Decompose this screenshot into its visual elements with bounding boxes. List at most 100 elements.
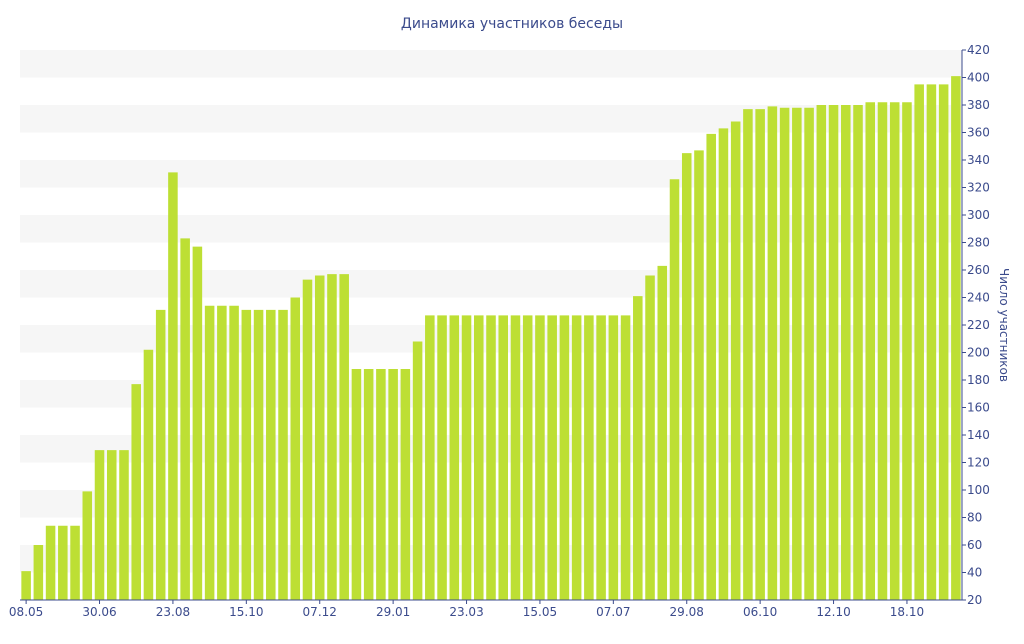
bar (58, 525, 68, 600)
bar (681, 153, 692, 601)
bar (718, 128, 729, 601)
bar (217, 305, 227, 600)
y-tick-label: 260 (967, 263, 990, 277)
bar (522, 315, 533, 601)
bar (425, 315, 435, 601)
bar (779, 107, 790, 600)
x-tick-label: 29.01 (376, 605, 410, 619)
y-tick-label: 320 (967, 181, 990, 195)
y-tick-label: 40 (967, 566, 982, 580)
bar (192, 246, 203, 601)
y-tick-label: 420 (967, 43, 990, 57)
bar (865, 102, 876, 600)
bar (82, 491, 93, 601)
bar (669, 179, 680, 600)
x-tick-label: 07.12 (303, 605, 337, 619)
x-axis: 08.05 30.06 23.08 15.10 07.12 29.01 23.03 15.05… (9, 599, 962, 619)
x-tick-label: 23.03 (449, 605, 483, 619)
bar (902, 102, 912, 600)
y-tick-label: 140 (967, 428, 990, 442)
y-tick-label: 160 (967, 401, 990, 415)
bar (584, 315, 594, 601)
bar (645, 275, 655, 600)
bar (510, 315, 521, 601)
bar (253, 309, 264, 601)
x-tick-label: 23.08 (156, 605, 190, 619)
bar (376, 369, 386, 600)
bar (853, 105, 863, 600)
bar (486, 315, 496, 601)
bar (914, 84, 924, 601)
bar (571, 315, 582, 601)
bar (951, 76, 961, 601)
bar (180, 238, 190, 601)
x-tick-label: 15.05 (523, 605, 557, 619)
bar (155, 309, 166, 601)
bar (792, 107, 802, 600)
bar (204, 305, 215, 600)
bar (804, 107, 814, 600)
bar (926, 84, 937, 601)
y-tick-label: 100 (967, 483, 990, 497)
y-tick-label: 60 (967, 538, 982, 552)
bar (449, 315, 460, 601)
y-axis-label: Число участников (997, 268, 1011, 382)
bar (608, 315, 619, 601)
bar (388, 369, 398, 600)
bar (33, 545, 44, 600)
y-tick-label: 20 (967, 593, 982, 607)
y-tick-label: 220 (967, 318, 990, 332)
chart-title: Динамика участников беседы (401, 16, 623, 32)
y-tick-label: 380 (967, 98, 990, 112)
bar (21, 571, 31, 601)
bar (620, 315, 631, 601)
bar (841, 105, 851, 600)
x-tick-label: 08.05 (9, 605, 43, 619)
y-tick-label: 360 (967, 126, 990, 140)
bar (889, 102, 900, 600)
y-tick-label: 80 (967, 511, 982, 525)
bar (559, 315, 570, 601)
x-tick-label: 06.10 (743, 605, 777, 619)
y-tick-label: 340 (967, 153, 990, 167)
grid-band (20, 50, 962, 78)
x-tick-label: 29.08 (670, 605, 704, 619)
bar (547, 315, 557, 601)
bar (461, 315, 472, 601)
bar (767, 106, 778, 601)
y-axis: 20 40 60 80 100 120 140 160 180 200 220 240 260 280 30… (961, 43, 990, 607)
bar (94, 450, 105, 601)
bar (143, 349, 154, 600)
bar (327, 274, 337, 601)
x-tick-label: 12.10 (816, 605, 850, 619)
bar (474, 315, 484, 601)
bar (730, 121, 741, 600)
bar (828, 105, 839, 600)
y-tick-label: 240 (967, 291, 990, 305)
y-tick-label: 300 (967, 208, 990, 222)
y-tick-label: 280 (967, 236, 990, 250)
bar (278, 309, 288, 601)
bar (412, 341, 423, 600)
bar (694, 150, 704, 601)
bar (938, 84, 949, 601)
bar (339, 274, 349, 601)
bar (314, 275, 325, 600)
bar (241, 309, 252, 601)
bar (229, 305, 239, 600)
y-tick-label: 400 (967, 71, 990, 85)
x-tick-label: 18.10 (890, 605, 924, 619)
bar (119, 450, 129, 601)
bar (657, 265, 668, 601)
bar (535, 315, 545, 601)
bar (363, 369, 374, 600)
bar (816, 105, 827, 600)
bar (437, 315, 447, 601)
x-tick-label: 07.07 (596, 605, 630, 619)
bar (596, 315, 606, 601)
x-tick-label: 30.06 (82, 605, 116, 619)
bar (743, 109, 753, 601)
bar (351, 369, 362, 600)
